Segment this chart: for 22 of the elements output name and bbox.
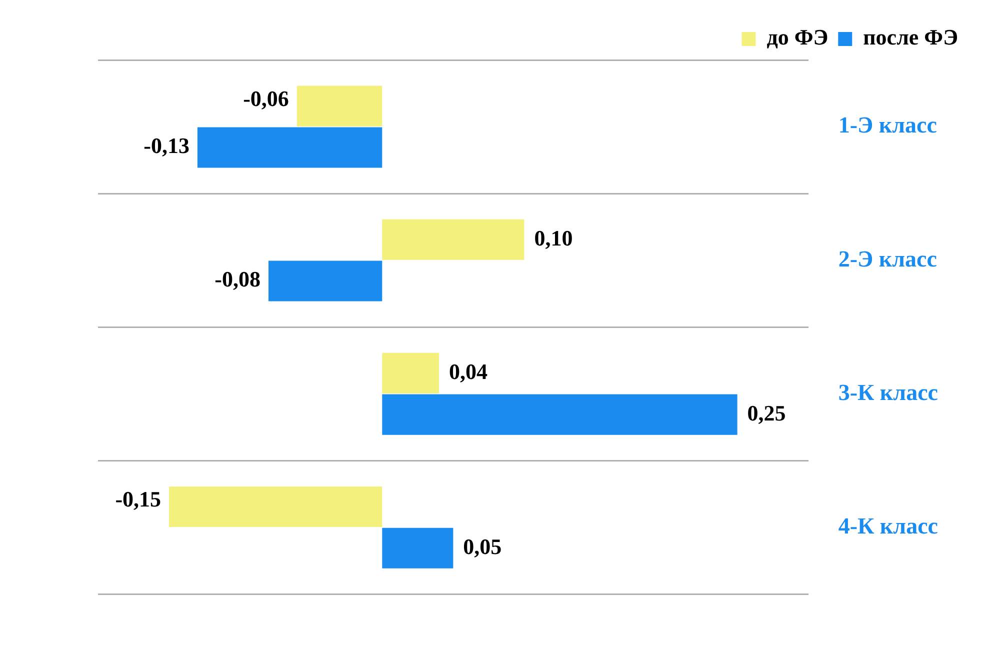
data-label: 0,10 [534,225,573,250]
data-label: -0,08 [214,266,260,292]
data-label: 0,05 [463,534,502,559]
bar [382,528,454,568]
bar [296,86,382,126]
legend-label: до ФЭ [766,24,828,50]
data-label: -0,15 [115,486,162,512]
y-tick-label: 2-Э класс [838,246,937,272]
data-label: -0,13 [144,133,190,158]
bar [197,127,382,168]
legend-label: после ФЭ [863,24,958,50]
bar [382,352,439,394]
data-label: -0,06 [243,86,289,111]
data-label: 0,04 [448,358,488,384]
bar [382,219,524,260]
bar [169,486,382,528]
y-tick-label: 3-К класс [838,380,938,405]
bar [268,260,382,302]
data-label: 0,25 [747,400,786,426]
y-tick-label: 1-Э класс [838,112,937,138]
y-tick-label: 4-К класс [838,513,938,538]
bar [382,394,738,435]
